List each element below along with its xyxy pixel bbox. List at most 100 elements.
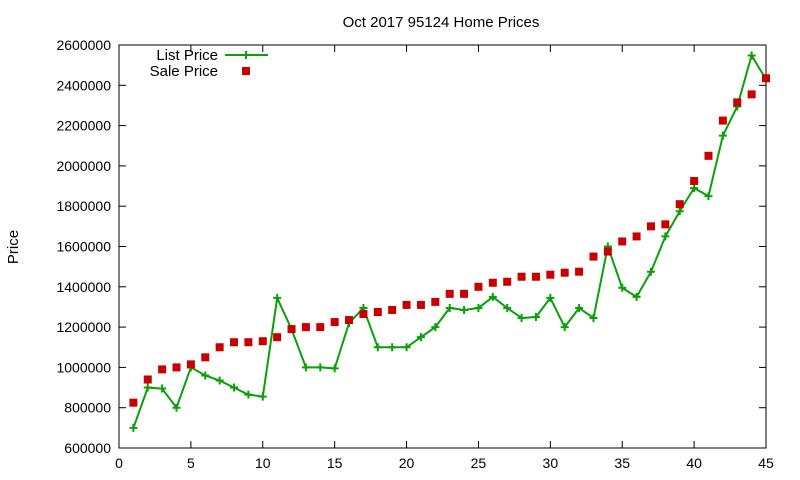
sale-price-point: [244, 338, 253, 347]
list-price-point: [330, 364, 339, 373]
list-price-point: [416, 333, 425, 342]
sale-price-point: [747, 90, 756, 99]
sale-price-point: [158, 365, 167, 374]
legend-swatch-sale-price: [242, 67, 250, 75]
list-price-point: [431, 323, 440, 332]
sale-price-point: [388, 305, 397, 314]
list-price-point: [460, 305, 469, 314]
x-tick-label: 20: [399, 455, 415, 471]
legend-label-sale-price: Sale Price: [150, 63, 218, 80]
y-tick-label: 1000000: [56, 359, 111, 375]
sale-price-point: [416, 300, 425, 309]
list-price-point: [172, 403, 181, 412]
sale-price-point: [733, 98, 742, 107]
sale-price-point: [546, 270, 555, 279]
x-tick-label: 25: [471, 455, 487, 471]
x-tick-label: 40: [686, 455, 702, 471]
y-tick-label: 1800000: [56, 198, 111, 214]
x-tick-label: 35: [614, 455, 630, 471]
list-price-point: [546, 293, 555, 302]
sale-price-point: [230, 338, 239, 347]
list-price-point: [589, 314, 598, 323]
list-price-point: [316, 363, 325, 372]
sale-price-point: [646, 222, 655, 231]
sale-price-point: [690, 177, 699, 186]
sale-price-point: [661, 220, 670, 229]
x-tick-label: 15: [327, 455, 343, 471]
list-price-point: [575, 303, 584, 312]
x-tick-label: 45: [758, 455, 774, 471]
list-price-point: [301, 363, 310, 372]
list-price-point: [646, 267, 655, 276]
list-price-point: [618, 283, 627, 292]
list-price-point: [488, 292, 497, 301]
y-axis-label: Price: [5, 230, 22, 264]
y-tick-label: 1200000: [56, 319, 111, 335]
y-tick-label: 2400000: [56, 77, 111, 93]
list-price-point: [675, 207, 684, 216]
sale-price-point: [603, 247, 612, 256]
y-tick-label: 1400000: [56, 279, 111, 295]
list-price-point: [503, 303, 512, 312]
sale-price-point: [517, 272, 526, 281]
y-tick-label: 2600000: [56, 37, 111, 53]
sale-price-point: [632, 232, 641, 241]
sale-price-point: [301, 323, 310, 332]
sale-price-point: [488, 278, 497, 287]
sale-price-point: [575, 267, 584, 276]
sale-price-point: [316, 323, 325, 332]
list-price-point: [244, 390, 253, 399]
list-price-point: [517, 314, 526, 323]
list-price-point: [632, 292, 641, 301]
chart-title: Oct 2017 95124 Home Prices: [343, 14, 540, 31]
sale-price-point: [675, 200, 684, 209]
axis-ticks: 0 5 10 15 20 25 30 35 40 45 600000 800000 1000000 120…: [56, 37, 774, 471]
list-price-point: [373, 343, 382, 352]
sale-price-point: [762, 74, 770, 83]
sale-price-point: [215, 343, 224, 352]
sale-price-point: [503, 277, 512, 286]
list-price-point: [273, 293, 282, 302]
sale-price-point: [618, 237, 627, 246]
list-price-point: [230, 383, 239, 392]
x-tick-label: 10: [255, 455, 271, 471]
x-tick-label: 0: [115, 455, 123, 471]
sale-price-point: [359, 310, 368, 319]
list-price-point: [129, 423, 138, 432]
sale-price-point: [460, 289, 469, 298]
legend-label-list-price: List Price: [156, 47, 218, 64]
list-price-point: [388, 343, 397, 352]
list-price-point: [560, 323, 569, 332]
list-price-point: [704, 192, 713, 201]
list-price-point: [445, 303, 454, 312]
list-price-point: [474, 303, 483, 312]
sale-price-point: [287, 325, 296, 334]
list-price-point: [258, 392, 267, 401]
list-price-point: [201, 371, 210, 380]
list-price-line: [132, 53, 767, 429]
sale-price-point: [143, 375, 152, 384]
sale-price-point: [330, 318, 339, 327]
sale-price-point: [560, 268, 569, 277]
plot-frame: [118, 44, 767, 449]
list-price-point: [402, 343, 411, 352]
sale-price-point: [402, 300, 411, 309]
y-tick-label: 2000000: [56, 158, 111, 174]
list-price-point: [747, 51, 756, 60]
data-series: [129, 51, 770, 432]
x-tick-label: 30: [543, 455, 559, 471]
sale-price-point: [201, 353, 210, 362]
legend-marker-list-price: [242, 51, 250, 59]
list-price-point: [531, 313, 540, 322]
sale-price-point: [589, 252, 598, 261]
y-tick-label: 2200000: [56, 118, 111, 134]
sale-price-point: [373, 307, 382, 316]
series-sale-price: [129, 74, 770, 407]
y-tick-label: 600000: [64, 440, 111, 456]
sale-price-point: [258, 337, 267, 346]
y-tick-label: 800000: [64, 400, 111, 416]
series-list-price: [129, 51, 770, 432]
sale-price-point: [129, 398, 138, 407]
x-tick-label: 5: [187, 455, 195, 471]
